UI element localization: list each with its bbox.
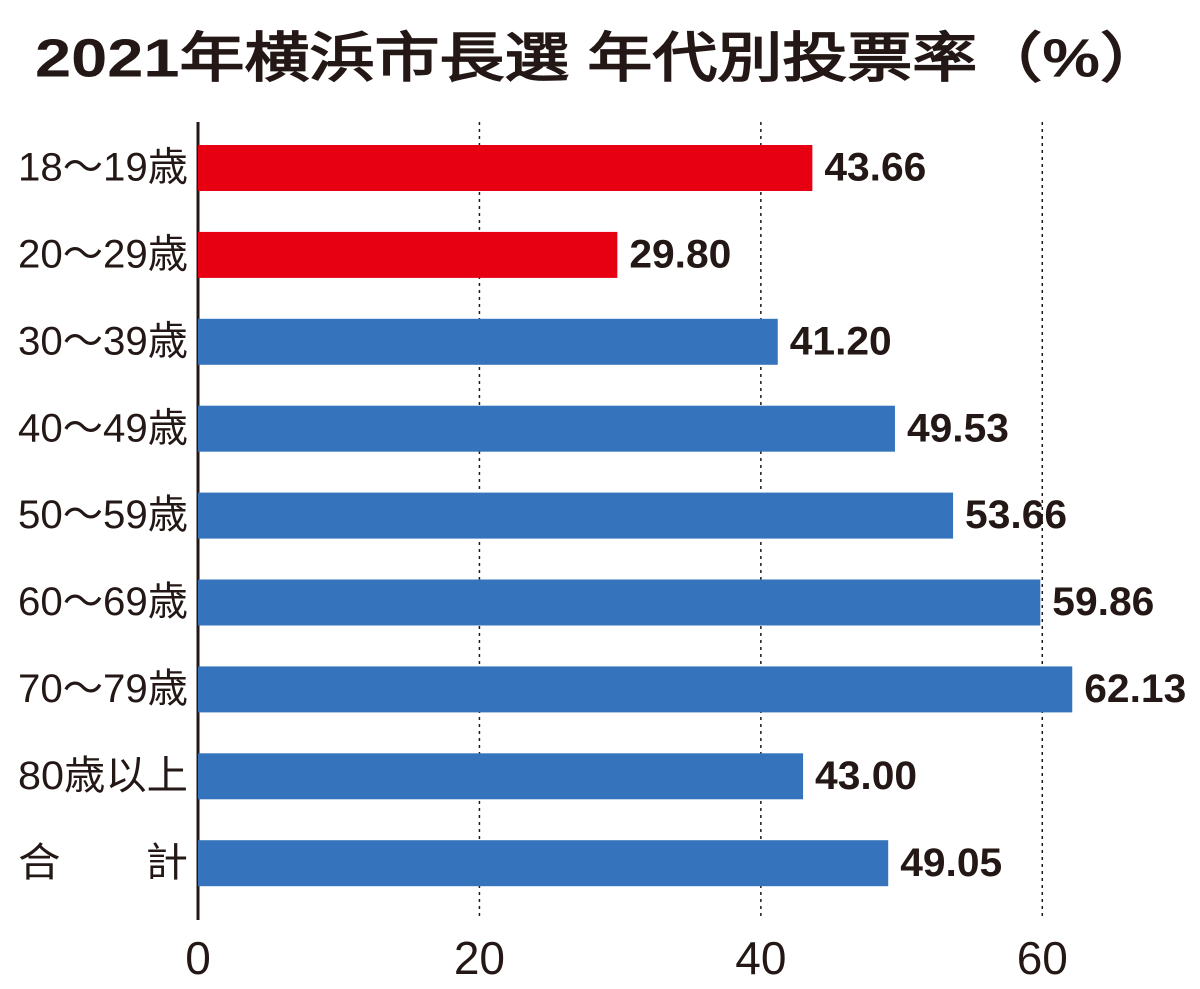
x-tick-label: 20 (454, 932, 505, 984)
x-tick-label: 0 (185, 932, 211, 984)
bar (198, 145, 813, 191)
y-tick-label: 70〜79歳 (18, 667, 188, 711)
value-label: 49.05 (900, 841, 1002, 885)
value-label: 59.86 (1052, 580, 1154, 624)
value-label: 41.20 (790, 319, 892, 363)
y-tick-label: 50〜59歳 (18, 493, 188, 537)
bar (198, 231, 618, 278)
bar (198, 840, 889, 887)
bar (198, 492, 954, 539)
value-label: 53.66 (965, 493, 1067, 537)
y-tick-label: 20〜29歳 (18, 232, 188, 276)
y-tick-label: 40〜49歳 (18, 406, 188, 450)
value-label: 49.53 (907, 406, 1009, 450)
y-tick-label: 80歳以上 (18, 754, 188, 798)
y-tick-label: 30〜39歳 (18, 319, 188, 363)
value-label: 43.00 (815, 754, 917, 798)
bar (198, 318, 778, 365)
x-tick-label: 40 (735, 932, 786, 984)
bar (198, 405, 895, 452)
y-tick-label: 18〜19歳 (18, 146, 188, 190)
chart-title: 2021年横浜市長選 年代別投票率（%） (35, 28, 1165, 88)
x-tick-label: 60 (1017, 932, 1068, 984)
bar (198, 579, 1041, 626)
value-label: 43.66 (824, 146, 926, 190)
y-tick-label: 合 計 (18, 841, 188, 885)
value-label: 62.13 (1084, 667, 1186, 711)
value-label: 29.80 (629, 232, 731, 276)
y-tick-label: 60〜69歳 (18, 580, 188, 624)
bar (198, 666, 1073, 713)
bar (198, 753, 804, 800)
